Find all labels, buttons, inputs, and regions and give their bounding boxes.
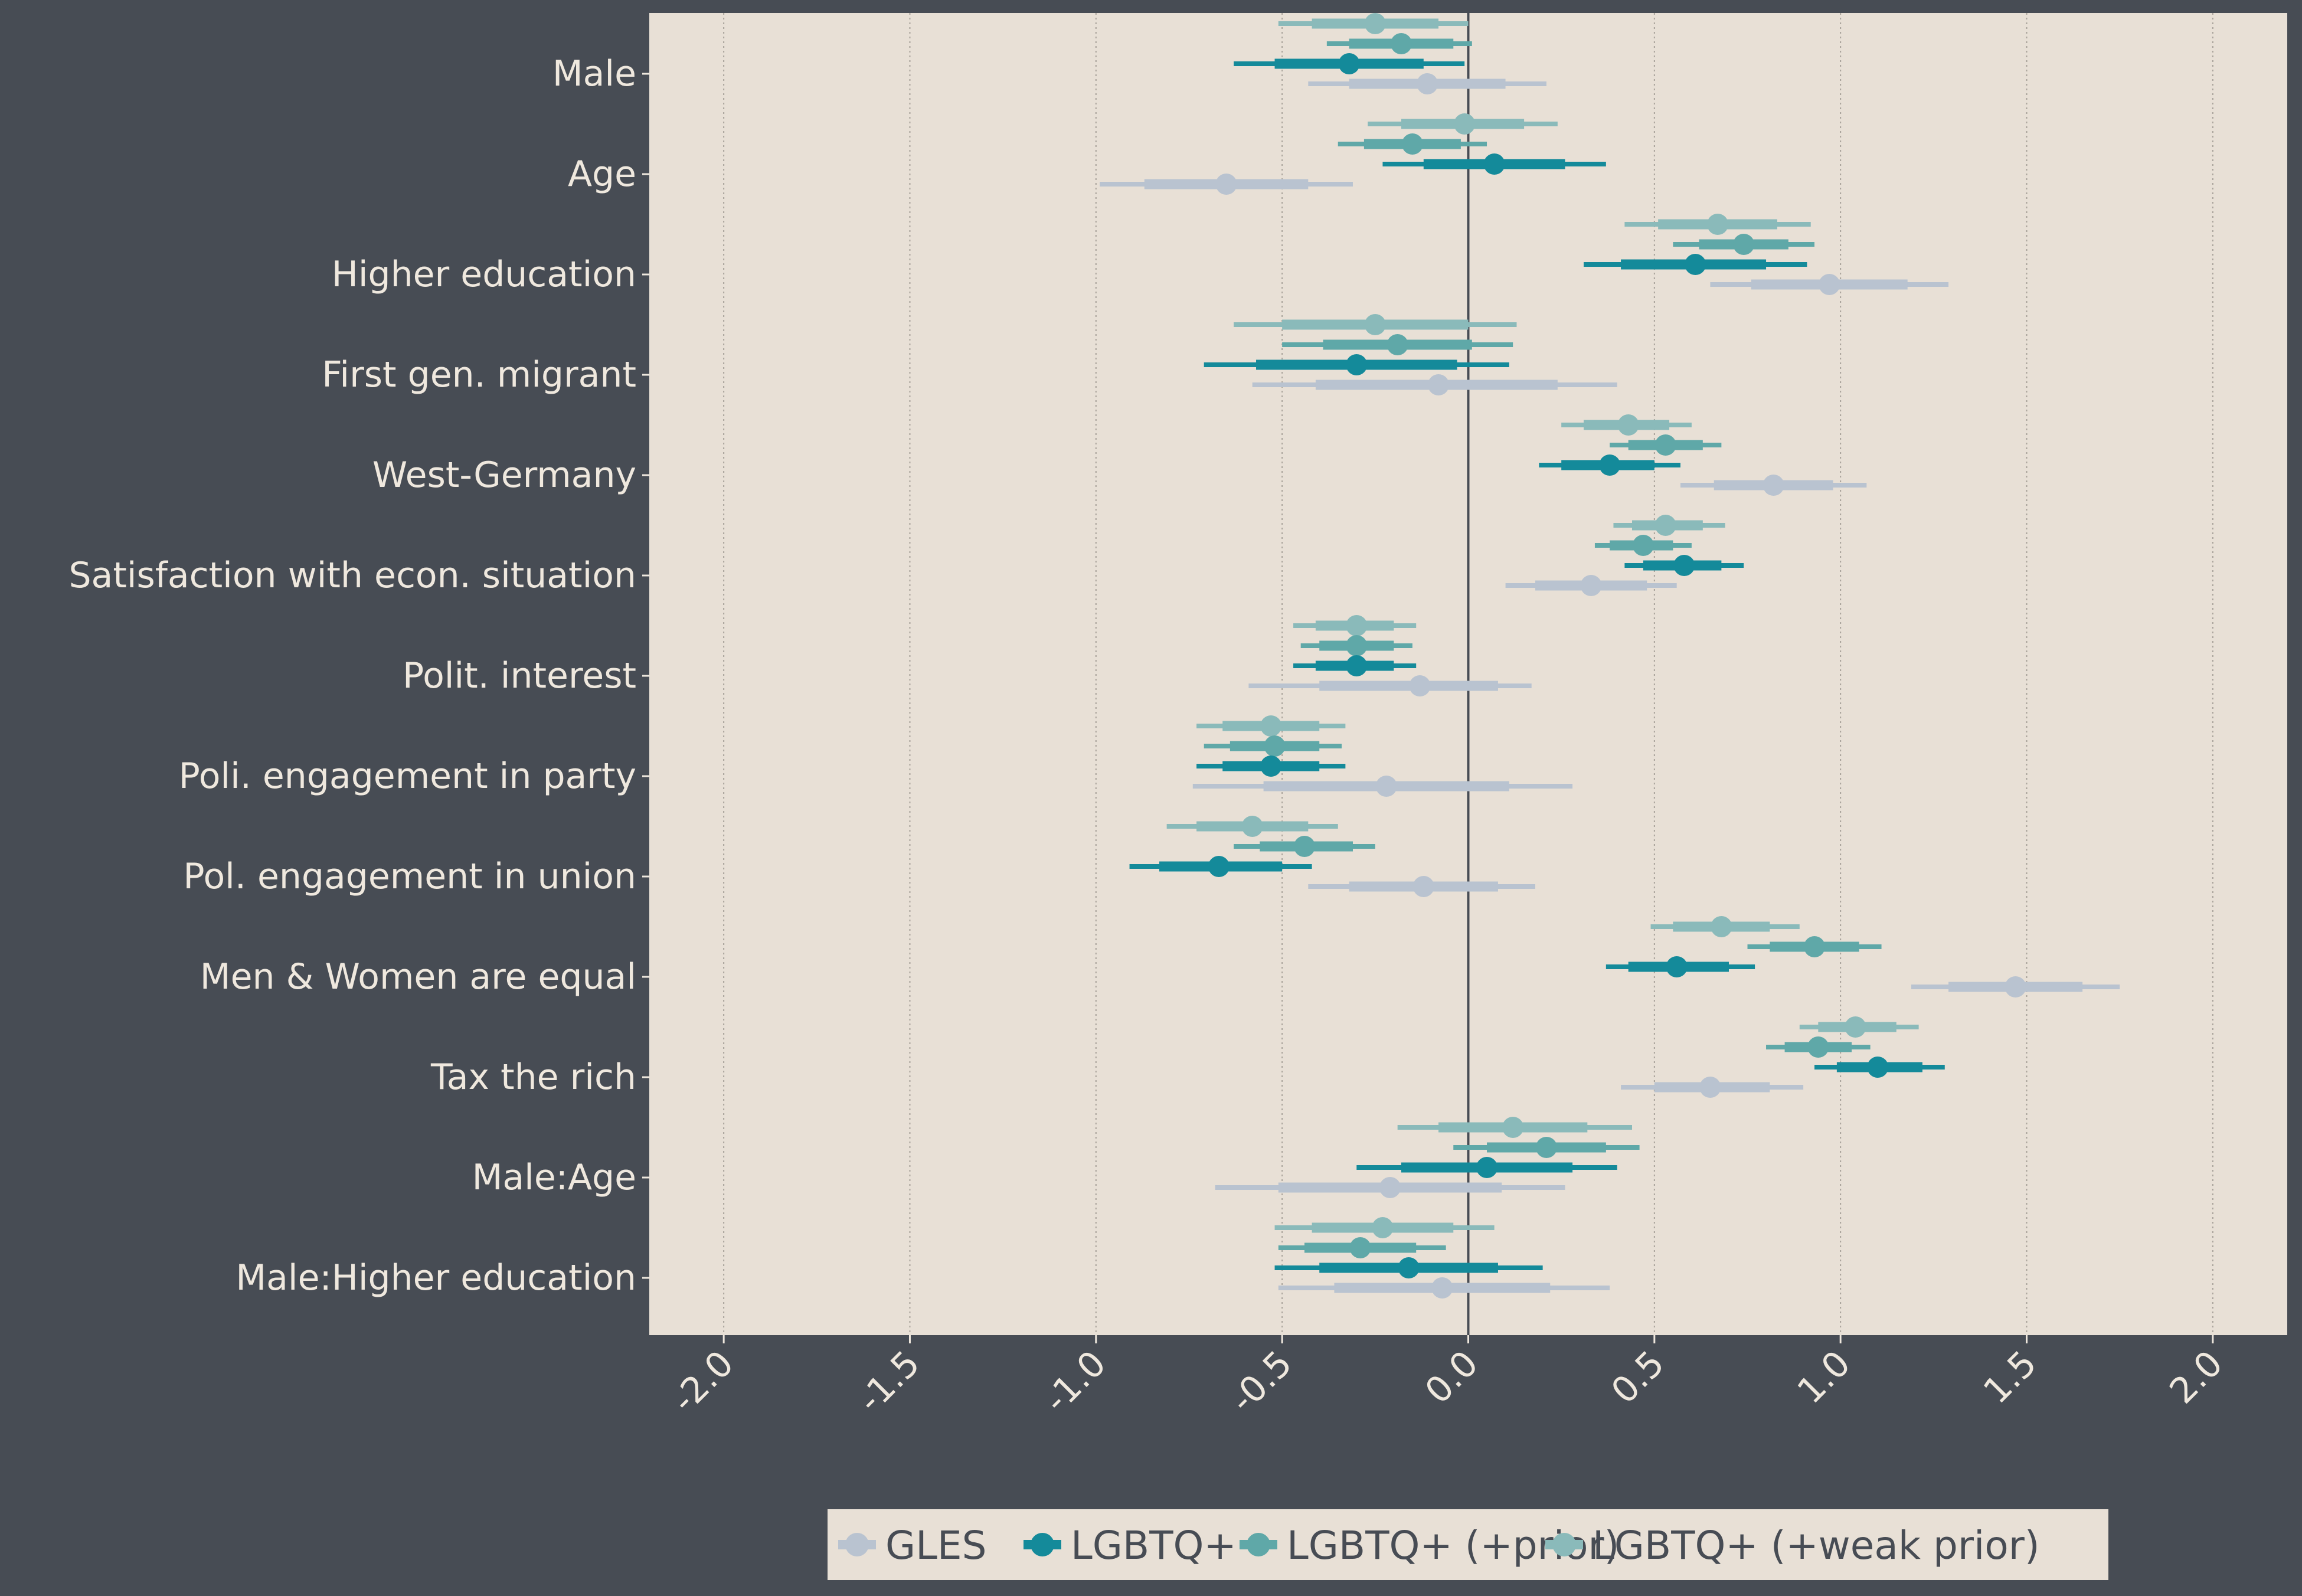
x-tick-label: -0.5	[1222, 1343, 1300, 1421]
x-tick-label: -1.0	[1036, 1343, 1114, 1421]
point-estimate	[1476, 1157, 1498, 1178]
point-estimate	[1208, 856, 1230, 877]
y-tick-label: First gen. migrant	[322, 354, 636, 395]
point-estimate	[1654, 434, 1676, 456]
point-estimate	[1580, 575, 1602, 596]
point-estimate	[1409, 675, 1431, 696]
point-estimate	[1454, 113, 1476, 135]
legend-key-point	[1031, 1533, 1054, 1556]
point-estimate	[1215, 174, 1237, 195]
x-tick-label: -2.0	[663, 1343, 741, 1421]
point-estimate	[1807, 1036, 1829, 1058]
point-estimate	[1364, 13, 1386, 34]
y-tick-label: West-Germany	[372, 454, 636, 496]
point-estimate	[1338, 53, 1360, 74]
point-estimate	[1666, 956, 1688, 977]
point-estimate	[1428, 374, 1450, 395]
y-tick-label: Age	[568, 153, 636, 195]
point-estimate	[1535, 1137, 1557, 1158]
point-estimate	[1763, 475, 1784, 496]
point-estimate	[1599, 454, 1621, 476]
point-estimate	[1398, 1257, 1420, 1278]
y-tick-label: Satisfaction with econ. situation	[68, 555, 636, 596]
legend-key-point	[1247, 1533, 1270, 1556]
y-tick-label: Pol. engagement in union	[183, 856, 636, 897]
legend-label: GLES	[885, 1523, 987, 1568]
y-tick-label: Men & Women are equal	[200, 956, 636, 997]
point-estimate	[1673, 555, 1695, 576]
x-tick-label: 2.0	[2162, 1343, 2231, 1412]
point-estimate	[1632, 535, 1654, 556]
legend-key-point	[845, 1533, 869, 1556]
y-tick-label: Polit. interest	[403, 655, 636, 696]
point-estimate	[1375, 776, 1397, 797]
x-tick-label: 0.0	[1417, 1343, 1486, 1412]
point-estimate	[1372, 1217, 1394, 1238]
point-estimate	[1502, 1117, 1524, 1138]
x-tick-label: -1.5	[850, 1343, 928, 1421]
point-estimate	[1867, 1057, 1889, 1078]
y-tick-label: Poli. engagement in party	[179, 756, 636, 797]
point-estimate	[1699, 1077, 1721, 1098]
point-estimate	[1346, 635, 1368, 656]
point-estimate	[1819, 274, 1840, 295]
point-estimate	[1346, 655, 1368, 676]
y-tick-label: Male:Higher education	[236, 1257, 636, 1299]
point-estimate	[1654, 515, 1676, 536]
point-estimate	[1294, 836, 1315, 857]
point-estimate	[1387, 334, 1408, 355]
point-estimate	[1346, 354, 1368, 375]
point-estimate	[1412, 876, 1434, 897]
point-estimate	[1617, 414, 1639, 436]
point-estimate	[1260, 715, 1282, 737]
point-estimate	[1349, 1237, 1371, 1258]
point-estimate	[1431, 1277, 1453, 1299]
point-estimate	[1733, 234, 1755, 255]
point-estimate	[1845, 1016, 1866, 1038]
point-estimate	[1346, 615, 1368, 636]
x-tick-label: 1.0	[1790, 1343, 1859, 1412]
legend-label: LGBTQ+	[1071, 1523, 1237, 1568]
point-estimate	[1364, 314, 1386, 335]
y-tick-label: Male	[552, 53, 636, 94]
point-estimate	[1241, 816, 1263, 837]
point-estimate	[1260, 756, 1282, 777]
y-tick-label: Male:Age	[472, 1157, 636, 1198]
point-estimate	[1379, 1177, 1401, 1198]
x-tick-label: 1.5	[1976, 1343, 2045, 1412]
legend-key-point	[1552, 1533, 1576, 1556]
point-estimate	[1401, 133, 1423, 155]
point-estimate	[1711, 916, 1732, 937]
point-estimate	[2005, 976, 2026, 997]
point-estimate	[1417, 73, 1438, 94]
point-estimate	[1707, 214, 1729, 235]
point-estimate	[1804, 936, 1826, 957]
legend-label: LGBTQ+ (+weak prior)	[1593, 1523, 2040, 1568]
x-tick-label: 0.5	[1603, 1343, 1672, 1412]
point-estimate	[1483, 153, 1505, 175]
y-tick-label: Tax the rich	[430, 1057, 636, 1098]
point-estimate	[1390, 33, 1412, 54]
point-estimate	[1264, 735, 1286, 757]
point-estimate	[1685, 254, 1706, 275]
y-tick-label: Higher education	[332, 254, 636, 295]
